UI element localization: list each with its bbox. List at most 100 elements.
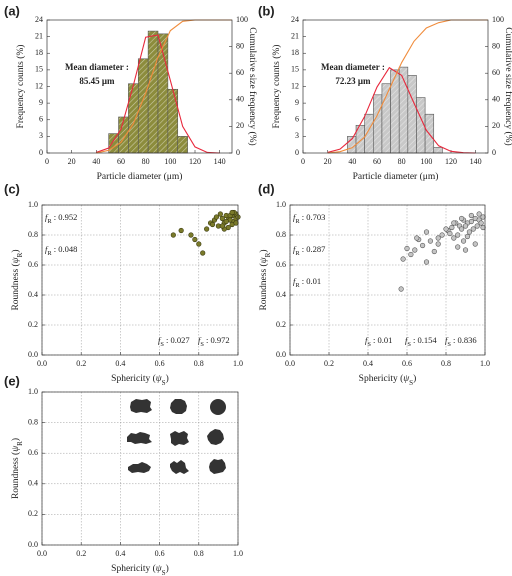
note: fR : 0.952: [45, 212, 77, 225]
x-tick-label: 0.6: [155, 359, 165, 368]
text-part: R: [16, 252, 24, 257]
point: [462, 247, 469, 253]
point: [451, 220, 457, 226]
point: [178, 227, 184, 234]
y2-tick-label: 40: [236, 95, 244, 104]
y-tick-label: 9: [295, 98, 299, 107]
text-part: S: [409, 379, 413, 387]
text-part: Sphericity (: [111, 563, 156, 574]
bar: [433, 147, 443, 154]
x-tick-label: 0: [301, 157, 305, 166]
particle: [130, 399, 152, 413]
text-part: Roundness (: [10, 452, 21, 499]
y-axis-label: Frequency counts (%): [271, 45, 282, 129]
annotation: 85.45 μm: [79, 76, 115, 86]
note: fS : 0.972: [198, 335, 230, 348]
particle: [128, 462, 151, 473]
x-tick-label: 140: [470, 157, 482, 166]
point: [435, 235, 441, 241]
x-axis-label: Particle diameter (μm): [97, 171, 183, 182]
y-tick-label: 0.4: [28, 479, 38, 488]
x-tick-label: 0.8: [194, 359, 204, 368]
bar: [381, 83, 391, 154]
text-part: S: [447, 341, 451, 348]
text-part: ): [258, 249, 269, 252]
y2-tick-label: 80: [492, 41, 500, 50]
point: [478, 220, 484, 226]
x-tick-label: 60: [373, 157, 381, 166]
x-tick-label: 20: [68, 157, 76, 166]
bar: [108, 133, 119, 154]
text-part: f: [45, 212, 49, 222]
panel-label: (d): [258, 181, 275, 196]
x-tick-label: 0.4: [115, 549, 125, 558]
y-tick-label: 1.0: [276, 200, 286, 209]
x-tick-label: 0.4: [363, 359, 373, 368]
point: [451, 235, 457, 241]
plot-frame: [41, 204, 239, 356]
x-tick-label: 80: [398, 157, 406, 166]
point: [472, 241, 478, 247]
y-tick-label: 0.8: [276, 230, 286, 239]
x-axis-label: Sphericity (ψS): [111, 563, 169, 576]
fit-curve: [96, 34, 220, 154]
x-tick-label: 0.0: [285, 359, 295, 368]
x-tick-label: 0.2: [76, 549, 86, 558]
particle: [209, 459, 226, 474]
point: [449, 224, 455, 231]
y-tick-label: 0.0: [28, 540, 38, 549]
panel-label: (e): [4, 373, 20, 388]
annotation: 72.23 μm: [335, 76, 371, 86]
bar: [128, 83, 139, 154]
y-tick-label: 24: [291, 15, 299, 24]
y-tick-label: 21: [35, 31, 43, 40]
bar: [147, 30, 159, 154]
text-part: : 0.836: [451, 335, 477, 345]
panel-label: (c): [4, 181, 20, 196]
bar: [177, 136, 188, 154]
text-part: : 0.972: [204, 335, 230, 345]
y-tick-label: 18: [291, 48, 299, 57]
y-tick-label: 0.6: [28, 260, 38, 269]
text-part: R: [16, 441, 24, 446]
point: [468, 212, 474, 219]
note: fR : 0.703: [293, 212, 325, 225]
text-part: ): [10, 249, 21, 252]
y-tick-label: 12: [291, 81, 299, 90]
text-part: R: [47, 218, 52, 225]
y-tick-label: 12: [35, 81, 43, 90]
y-tick-label: 0.2: [28, 509, 38, 518]
y-axis-label: Roundness (ψR): [10, 438, 23, 499]
text-part: f: [158, 335, 162, 345]
text-part: f: [293, 276, 297, 286]
y-tick-label: 0.8: [28, 230, 38, 239]
point: [233, 220, 239, 226]
point: [170, 232, 176, 238]
note: fS : 0.01: [365, 335, 392, 348]
text-part: f: [405, 335, 409, 345]
x-tick-label: 0: [45, 157, 49, 166]
annotation: Mean diameter :: [321, 62, 385, 72]
point: [414, 235, 420, 241]
text-part: ψ: [403, 374, 410, 384]
note: fS : 0.154: [405, 335, 437, 348]
text-part: R: [295, 218, 300, 225]
text-part: : 0.287: [300, 244, 326, 254]
y-tick-label: 0.0: [28, 350, 38, 359]
point: [455, 244, 461, 250]
x-tick-label: 140: [214, 157, 226, 166]
y2-tick-label: 80: [236, 41, 244, 50]
text-part: S: [160, 341, 164, 348]
point: [439, 232, 445, 238]
point: [470, 226, 476, 232]
point: [423, 259, 430, 265]
point: [420, 242, 426, 249]
y-tick-label: 15: [35, 65, 43, 74]
y-tick-label: 0.6: [28, 448, 38, 457]
x-tick-label: 0.4: [115, 359, 125, 368]
text-part: S: [407, 341, 411, 348]
y-tick-label: 0.2: [28, 320, 38, 329]
panel-label: (b): [258, 3, 275, 18]
particle: [170, 399, 187, 414]
